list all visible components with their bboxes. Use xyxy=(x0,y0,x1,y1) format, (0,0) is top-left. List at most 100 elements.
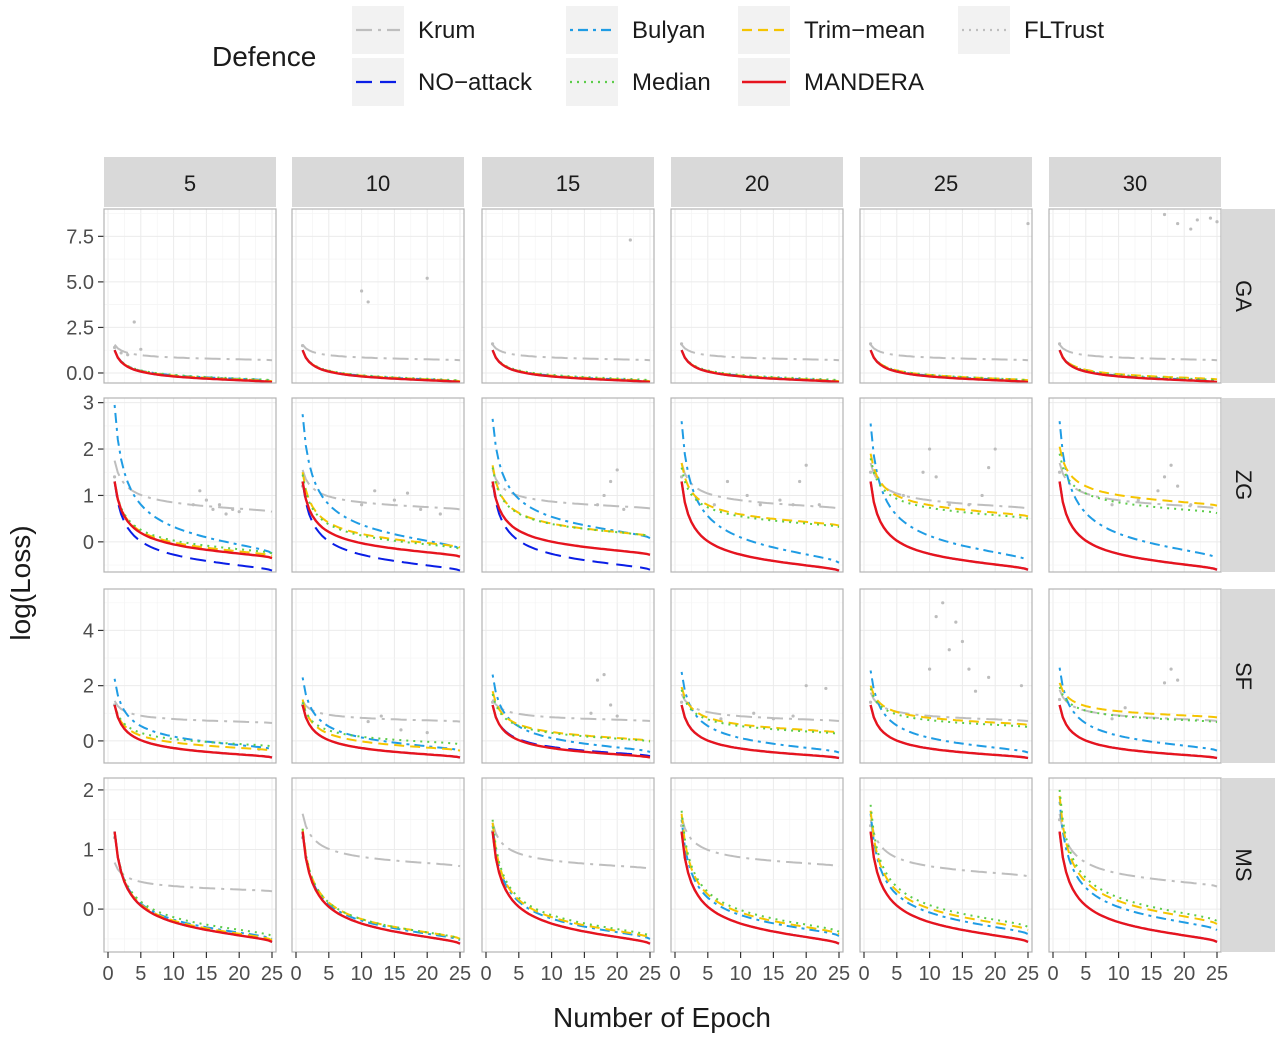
fltrust-point xyxy=(602,493,606,498)
x-tick-label: 10 xyxy=(1107,963,1129,985)
panel-data xyxy=(112,831,273,944)
y-tick-label: 0 xyxy=(83,731,94,753)
col-strip: 15 xyxy=(482,157,654,207)
facet-panel xyxy=(859,208,1033,384)
panel-border xyxy=(670,208,844,384)
x-tick-label: 5 xyxy=(323,963,334,985)
fltrust-point xyxy=(1110,717,1114,721)
fltrust-point xyxy=(1123,706,1127,710)
panel-border xyxy=(670,588,844,764)
y-tick-label: 2.5 xyxy=(66,317,94,339)
panel-border xyxy=(481,397,655,573)
legend-item: Krum xyxy=(352,6,475,54)
legend-label: MANDERA xyxy=(804,69,924,96)
fltrust-point xyxy=(719,717,723,721)
fltrust-point xyxy=(595,678,600,682)
fltrust-point xyxy=(993,447,997,451)
series-line xyxy=(301,349,461,383)
panel-border xyxy=(103,777,277,953)
fltrust-point xyxy=(1162,681,1167,685)
y-tick-label: 1 xyxy=(83,485,94,507)
facet-panel xyxy=(670,208,844,384)
col-strip: 20 xyxy=(671,157,843,207)
fltrust-point xyxy=(237,510,241,514)
fltrust-point xyxy=(791,714,795,718)
series-line xyxy=(680,819,840,937)
x-tick-label: 0 xyxy=(1047,963,1058,985)
series-line xyxy=(680,689,840,735)
fltrust-point xyxy=(1110,503,1114,507)
series-line xyxy=(1058,481,1218,571)
x-tick-label: 20 xyxy=(228,963,250,985)
series-line xyxy=(301,704,461,759)
series-line xyxy=(301,813,461,868)
row-strip-bg xyxy=(1222,589,1275,763)
facet-panel xyxy=(291,588,465,764)
series-line xyxy=(1058,689,1218,722)
fltrust-point xyxy=(745,493,749,498)
fltrust-point xyxy=(1176,221,1180,226)
col-strip-bg xyxy=(860,157,1032,207)
series-line xyxy=(1058,831,1218,944)
fltrust-point xyxy=(778,498,782,502)
panel-border xyxy=(670,397,844,573)
y-tick-label: 5.0 xyxy=(66,272,94,294)
y-tick-label: 7.5 xyxy=(66,226,94,248)
panel-data xyxy=(300,414,461,572)
row-strip-bg xyxy=(1222,398,1275,572)
legend-item: NO−attack xyxy=(352,58,533,106)
fltrust-point xyxy=(1195,218,1199,222)
col-strip-label: 20 xyxy=(745,171,769,196)
x-tick-label: 20 xyxy=(795,963,817,985)
legend-item: FLTrust xyxy=(958,6,1104,54)
series-line xyxy=(869,453,1029,518)
x-tick-label: 20 xyxy=(1173,963,1195,985)
series-line xyxy=(491,822,651,939)
col-strip-label: 25 xyxy=(934,171,958,196)
fltrust-point xyxy=(609,479,613,484)
fltrust-point xyxy=(425,276,429,280)
x-tick-label: 0 xyxy=(290,963,301,985)
facet-panel xyxy=(481,208,655,384)
x-axis-title: Number of Epoch xyxy=(553,1002,771,1033)
fltrust-point xyxy=(934,475,938,479)
series-line xyxy=(680,693,840,722)
col-strip: 30 xyxy=(1049,157,1221,207)
x-tick-label: 15 xyxy=(195,963,217,985)
x-tick-label: 25 xyxy=(1017,963,1039,985)
series-line xyxy=(1058,453,1218,515)
panel-border xyxy=(103,397,277,573)
fltrust-point xyxy=(928,447,932,451)
legend-item: MANDERA xyxy=(738,58,924,106)
fltrust-point xyxy=(360,503,364,507)
row-strip-label: SF xyxy=(1231,662,1256,690)
x-tick-label: 5 xyxy=(135,963,146,985)
fltrust-point xyxy=(804,463,808,467)
series-line xyxy=(301,831,461,945)
fltrust-point xyxy=(679,700,684,704)
legend: Defence Krum Bulyan Trim−mean FLTrust NO−atta… xyxy=(212,6,1104,106)
series-line xyxy=(113,831,273,944)
series-line xyxy=(680,462,840,527)
y-tick-label: 0 xyxy=(83,532,94,554)
series-line xyxy=(491,693,651,743)
series-line xyxy=(113,831,273,942)
fltrust-point xyxy=(126,353,130,357)
facet-panel xyxy=(1048,777,1222,953)
fltrust-point xyxy=(712,503,716,507)
series-line xyxy=(491,698,651,722)
panel-data xyxy=(868,601,1029,760)
series-line xyxy=(1058,349,1218,381)
series-line xyxy=(680,349,840,383)
series-line xyxy=(680,686,840,734)
col-strip-bg xyxy=(104,157,276,207)
series-line xyxy=(869,349,1029,383)
legend-label: FLTrust xyxy=(1024,17,1104,44)
panel-border xyxy=(859,588,1033,764)
series-line xyxy=(491,825,651,940)
series-line xyxy=(113,831,273,940)
panel-border xyxy=(291,777,465,953)
facet-panel xyxy=(481,777,655,953)
fltrust-point xyxy=(947,503,951,507)
